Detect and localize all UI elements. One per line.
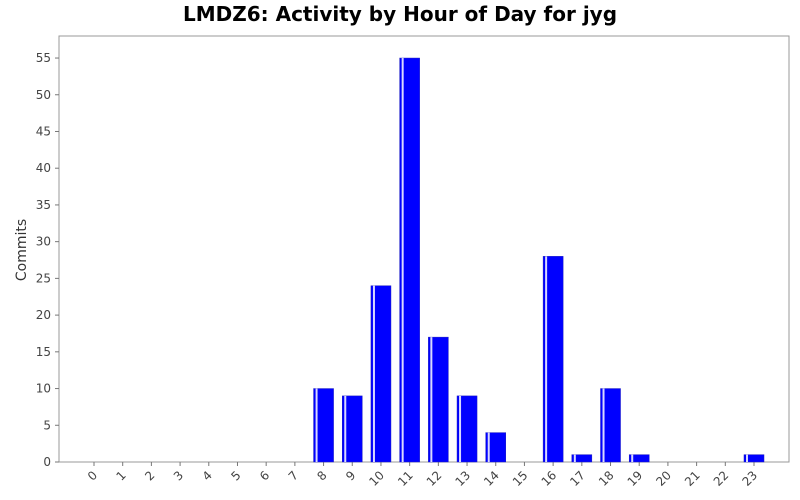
bar — [542, 256, 564, 463]
x-tick-label: 8 — [314, 468, 329, 483]
bar — [628, 454, 650, 463]
x-tick-label: 6 — [257, 468, 272, 483]
bar — [428, 336, 449, 463]
y-tick-label: 55 — [36, 51, 51, 65]
plot-area — [58, 35, 790, 463]
bars — [313, 57, 765, 463]
y-axis-label: Commits — [14, 219, 30, 281]
y-tick-label: 40 — [36, 161, 51, 175]
bar — [485, 432, 506, 463]
x-tick-label: 19 — [625, 468, 646, 489]
x-tick-label: 12 — [424, 468, 445, 489]
y-tick-label: 5 — [43, 418, 51, 432]
x-tick-label: 16 — [539, 468, 560, 489]
y-tick-label: 30 — [36, 235, 51, 249]
y-tick-label: 45 — [36, 124, 51, 138]
x-tick-label: 13 — [452, 468, 473, 489]
bar — [370, 285, 392, 463]
bar — [399, 57, 420, 463]
chart-title: LMDZ6: Activity by Hour of Day for jyg — [182, 2, 618, 26]
x-tick-label: 18 — [596, 468, 617, 489]
x-tick-label: 2 — [142, 468, 157, 483]
x-tick-label: 17 — [567, 468, 588, 489]
y-tick-label: 50 — [36, 88, 51, 102]
y-tick-label: 15 — [36, 345, 51, 359]
x-tick-label: 22 — [711, 468, 732, 489]
bar — [571, 454, 593, 463]
x-tick-label: 10 — [366, 468, 387, 489]
x-tick-label: 7 — [286, 468, 301, 483]
y-tick-label: 25 — [36, 271, 51, 285]
x-axis: 0 1 2 3 4 5 6 7 8 9 10 11 12 13 14 15 16 17 18 19 20 21 22 23 — [85, 462, 760, 489]
x-tick-label: 3 — [171, 468, 186, 483]
x-tick-label: 14 — [481, 468, 502, 489]
x-tick-label: 0 — [85, 468, 100, 483]
bar — [456, 395, 478, 463]
x-tick-label: 5 — [228, 468, 243, 483]
x-tick-label: 11 — [395, 468, 416, 489]
x-tick-label: 4 — [200, 468, 215, 483]
bar — [313, 388, 334, 463]
x-tick-label: 1 — [114, 468, 129, 483]
y-tick-label: 35 — [36, 198, 51, 212]
y-axis: 0 5 10 15 20 25 30 35 40 45 50 55 — [36, 51, 59, 469]
x-tick-label: 20 — [653, 468, 674, 489]
bar — [743, 454, 765, 463]
x-tick-label: 23 — [739, 468, 760, 489]
y-tick-label: 0 — [43, 455, 51, 469]
y-tick-label: 10 — [36, 382, 51, 396]
x-tick-label: 9 — [343, 468, 358, 483]
bar — [342, 395, 363, 463]
x-tick-label: 15 — [510, 468, 531, 489]
x-tick-label: 21 — [682, 468, 703, 489]
plot-border — [58, 35, 790, 463]
y-tick-label: 20 — [36, 308, 51, 322]
bar — [600, 388, 621, 463]
